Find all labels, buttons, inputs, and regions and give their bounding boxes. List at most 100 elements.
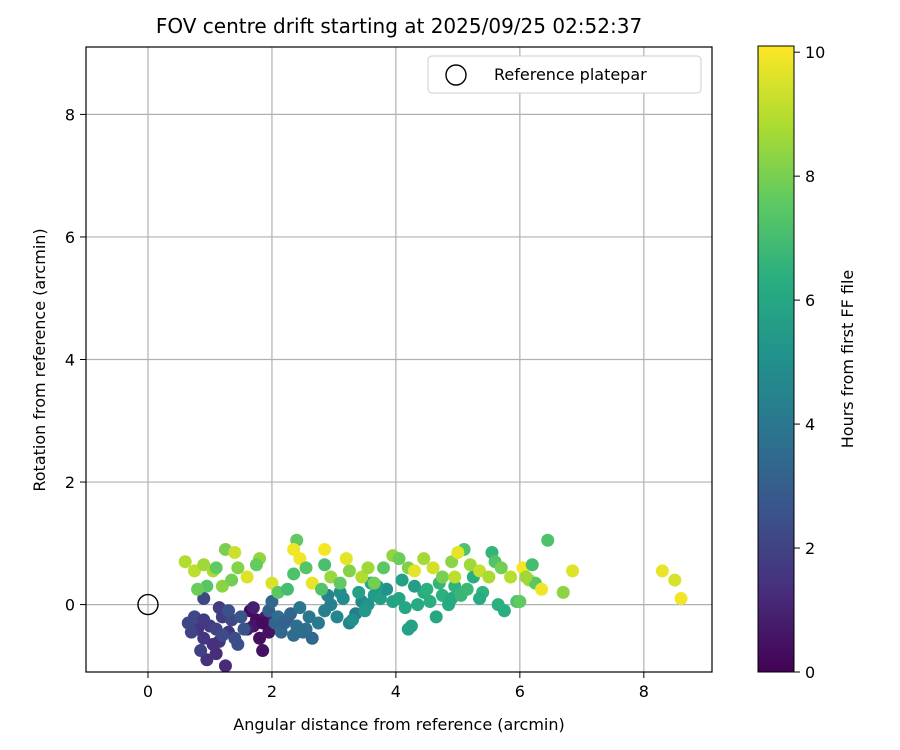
data-point bbox=[305, 576, 319, 590]
data-point bbox=[451, 546, 465, 560]
data-point bbox=[330, 610, 344, 624]
colorbar: 0 2 4 6 8 10 Hours from first FF file bbox=[757, 43, 857, 682]
data-point bbox=[228, 546, 242, 560]
data-point bbox=[504, 570, 518, 584]
x-tick-label: 6 bbox=[515, 682, 525, 701]
x-tick-label: 4 bbox=[391, 682, 401, 701]
x-axis-label: Angular distance from reference (arcmin) bbox=[233, 715, 564, 734]
colorbar-tick-label: 2 bbox=[805, 539, 815, 558]
data-point bbox=[302, 610, 316, 624]
data-point bbox=[392, 591, 406, 605]
data-point bbox=[333, 585, 347, 599]
colorbar-label: Hours from first FF file bbox=[838, 270, 857, 449]
data-point bbox=[318, 558, 332, 572]
data-point bbox=[435, 570, 449, 584]
data-point bbox=[377, 561, 391, 575]
data-point bbox=[200, 653, 214, 667]
y-axis-ticks: 0 2 4 6 8 bbox=[65, 105, 86, 615]
data-point bbox=[361, 561, 375, 575]
data-point bbox=[445, 555, 459, 569]
data-point bbox=[513, 595, 527, 609]
data-point bbox=[429, 610, 443, 624]
data-point bbox=[222, 604, 236, 618]
data-point bbox=[566, 564, 580, 578]
data-point bbox=[234, 610, 248, 624]
data-point bbox=[355, 570, 369, 584]
y-tick-label: 4 bbox=[65, 351, 75, 370]
data-point bbox=[367, 576, 381, 590]
data-point bbox=[265, 576, 279, 590]
data-point bbox=[668, 573, 682, 587]
data-point bbox=[494, 561, 508, 575]
data-point bbox=[231, 561, 245, 575]
colorbar-tick-label: 6 bbox=[805, 291, 815, 310]
data-point bbox=[556, 585, 570, 599]
data-point bbox=[256, 644, 270, 658]
data-point bbox=[448, 579, 462, 593]
data-point bbox=[197, 631, 211, 645]
data-point bbox=[342, 564, 356, 578]
x-tick-label: 2 bbox=[267, 682, 277, 701]
data-point bbox=[401, 622, 415, 636]
data-point bbox=[299, 561, 313, 575]
data-point bbox=[426, 561, 440, 575]
data-point bbox=[209, 561, 223, 575]
data-point bbox=[225, 573, 239, 587]
data-point bbox=[296, 625, 310, 639]
data-point bbox=[460, 582, 474, 596]
data-point bbox=[535, 582, 549, 596]
data-point bbox=[194, 644, 208, 658]
y-tick-label: 0 bbox=[65, 596, 75, 615]
y-tick-label: 8 bbox=[65, 105, 75, 124]
data-point bbox=[280, 582, 294, 596]
data-point bbox=[463, 558, 477, 572]
data-point bbox=[178, 555, 192, 569]
x-tick-label: 0 bbox=[143, 682, 153, 701]
data-point bbox=[231, 637, 245, 651]
legend-marker bbox=[445, 64, 467, 86]
x-axis-ticks: 0 2 4 6 8 bbox=[143, 672, 649, 701]
legend: Reference platepar bbox=[427, 55, 702, 94]
data-point bbox=[358, 604, 372, 618]
data-point bbox=[262, 625, 276, 639]
data-point bbox=[395, 573, 409, 587]
data-point bbox=[392, 552, 406, 566]
data-point bbox=[284, 607, 298, 621]
data-point bbox=[187, 564, 201, 578]
data-point bbox=[398, 601, 412, 615]
data-point bbox=[246, 601, 260, 615]
data-point bbox=[541, 533, 555, 547]
colorbar-tick-label: 10 bbox=[805, 43, 825, 62]
data-point bbox=[318, 542, 332, 556]
y-axis-label: Rotation from reference (arcmin) bbox=[30, 228, 49, 491]
reference-point bbox=[137, 593, 159, 616]
data-point bbox=[265, 595, 279, 609]
data-point bbox=[497, 604, 511, 618]
data-point bbox=[256, 616, 270, 630]
data-point bbox=[197, 591, 211, 605]
data-point bbox=[525, 558, 539, 572]
data-point bbox=[215, 628, 229, 642]
data-point bbox=[373, 591, 387, 605]
data-point bbox=[519, 570, 533, 584]
data-point bbox=[249, 558, 263, 572]
data-point bbox=[197, 613, 211, 627]
legend-box bbox=[427, 55, 702, 94]
data-point bbox=[237, 622, 251, 636]
data-point bbox=[333, 576, 347, 590]
colorbar-tick-label: 8 bbox=[805, 167, 815, 186]
data-point bbox=[339, 552, 353, 566]
data-point bbox=[293, 552, 307, 566]
data-point bbox=[352, 585, 366, 599]
data-point bbox=[482, 570, 496, 584]
data-point bbox=[674, 591, 688, 605]
colorbar-tick-label: 4 bbox=[805, 415, 815, 434]
data-point bbox=[346, 613, 360, 627]
y-tick-label: 2 bbox=[65, 473, 75, 492]
data-point bbox=[191, 582, 205, 596]
data-point bbox=[655, 564, 669, 578]
data-point bbox=[473, 591, 487, 605]
data-point bbox=[305, 631, 319, 645]
data-point bbox=[411, 598, 425, 612]
